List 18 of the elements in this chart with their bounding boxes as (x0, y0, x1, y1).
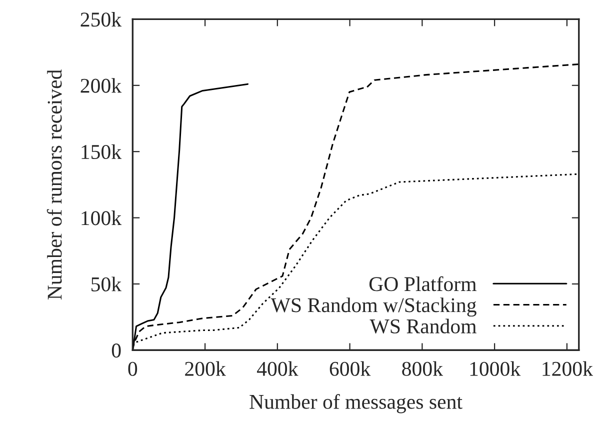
legend-label: WS Random w/Stacking (270, 298, 476, 317)
y-tick-label: 150k (82, 144, 122, 160)
legend-label: GO Platform (369, 276, 476, 292)
y-tick-label: 0 (112, 344, 121, 358)
y-tick-label: 100k (82, 210, 122, 226)
x-tick-label: 0 (128, 362, 138, 376)
x-tick-label: 800k (402, 361, 444, 376)
x-tick-label: 1200k (542, 361, 593, 376)
x-tick-label: 600k (330, 361, 371, 376)
y-tick-label: 50k (92, 276, 122, 292)
legend-label: WS Random (370, 318, 476, 334)
x-tick-label: 1000k (470, 361, 521, 376)
y-tick-label: 250k (80, 12, 122, 27)
y-axis-title: Number of rumors received (46, 70, 62, 300)
x-tick-label: 400k (256, 361, 298, 376)
y-tick-label: 200k (80, 78, 122, 93)
x-tick-label: 200k (185, 361, 226, 376)
x-axis-title: Number of messages sent (250, 394, 462, 414)
